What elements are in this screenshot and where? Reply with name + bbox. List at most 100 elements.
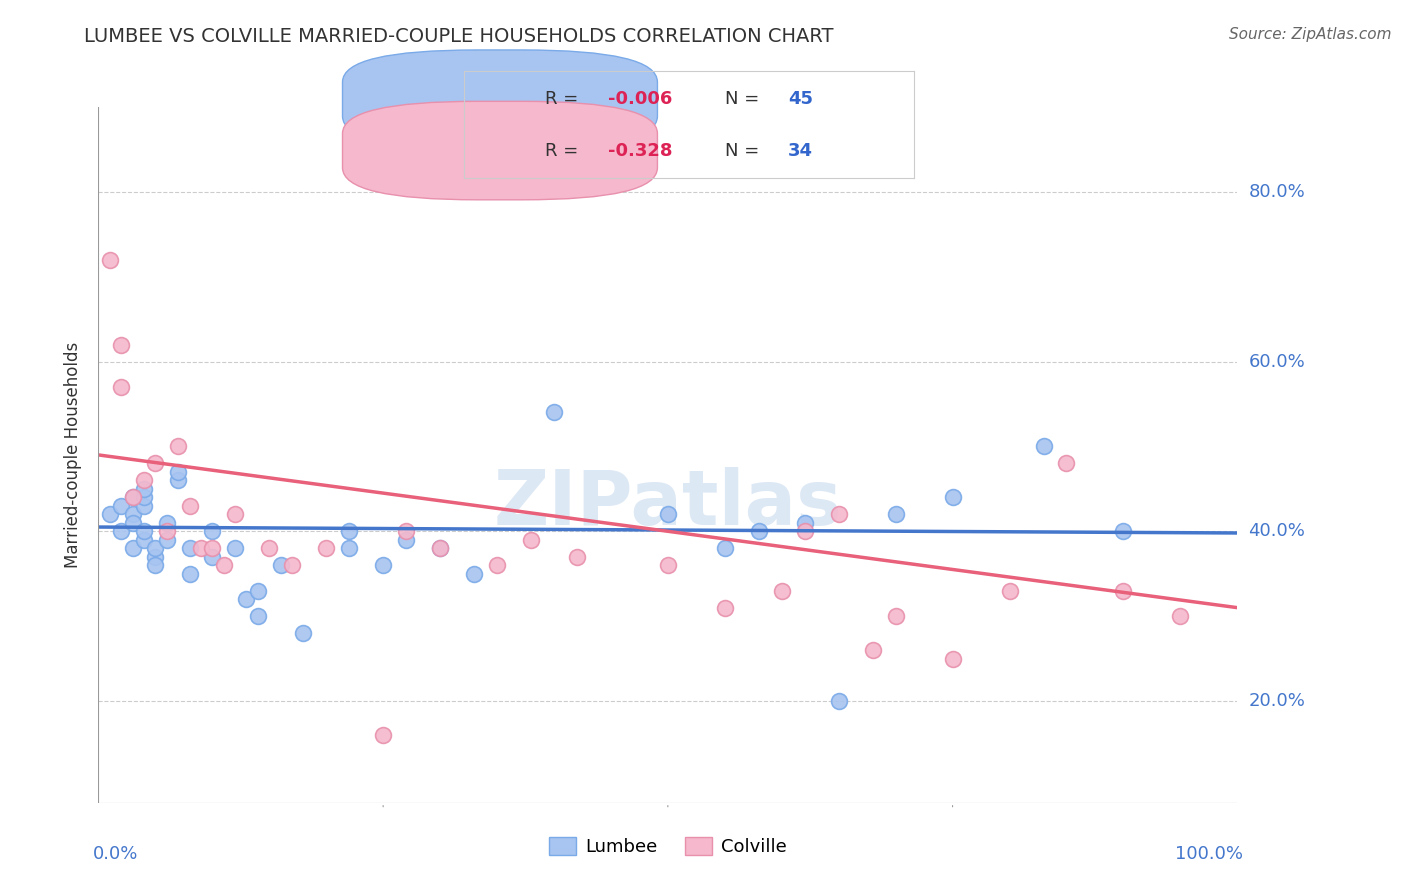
Point: [121, 508, 143, 522]
Point: [429, 541, 451, 556]
Text: 20.0%: 20.0%: [1249, 692, 1305, 710]
FancyBboxPatch shape: [343, 50, 658, 148]
Y-axis label: Married-couple Households: Married-couple Households: [65, 342, 83, 568]
Point: [259, 541, 281, 556]
Point: [1032, 439, 1054, 453]
Point: [337, 524, 360, 539]
Point: [132, 499, 155, 513]
Point: [246, 609, 269, 624]
Point: [121, 491, 143, 505]
Point: [486, 558, 509, 573]
Point: [463, 566, 485, 581]
Legend: Lumbee, Colville: Lumbee, Colville: [541, 830, 794, 863]
Point: [337, 541, 360, 556]
Text: -0.328: -0.328: [607, 142, 672, 160]
Point: [315, 541, 337, 556]
Point: [1112, 524, 1135, 539]
Text: N =: N =: [725, 142, 765, 160]
Point: [121, 491, 143, 505]
FancyBboxPatch shape: [343, 102, 658, 200]
Text: ZIPatlas: ZIPatlas: [494, 467, 842, 541]
Point: [429, 541, 451, 556]
Point: [145, 558, 167, 573]
Point: [828, 694, 851, 708]
Point: [998, 583, 1021, 598]
Text: LUMBEE VS COLVILLE MARRIED-COUPLE HOUSEHOLDS CORRELATION CHART: LUMBEE VS COLVILLE MARRIED-COUPLE HOUSEH…: [84, 27, 834, 45]
Point: [395, 533, 418, 547]
Text: Source: ZipAtlas.com: Source: ZipAtlas.com: [1229, 27, 1392, 42]
Text: 34: 34: [787, 142, 813, 160]
Point: [657, 508, 679, 522]
Point: [281, 558, 304, 573]
Point: [520, 533, 543, 547]
Point: [156, 533, 179, 547]
Point: [942, 491, 965, 505]
Point: [884, 609, 907, 624]
Point: [156, 516, 179, 530]
Point: [110, 524, 132, 539]
Point: [201, 541, 224, 556]
Point: [565, 549, 588, 564]
Point: [201, 524, 224, 539]
Point: [132, 491, 155, 505]
Point: [714, 600, 737, 615]
Text: 60.0%: 60.0%: [1249, 352, 1305, 370]
Point: [132, 533, 155, 547]
Text: -0.006: -0.006: [607, 90, 672, 108]
Point: [270, 558, 292, 573]
Point: [145, 457, 167, 471]
Text: R =: R =: [546, 90, 583, 108]
Point: [235, 592, 257, 607]
Point: [167, 439, 190, 453]
Point: [132, 524, 155, 539]
Point: [110, 337, 132, 351]
Point: [793, 516, 815, 530]
Point: [145, 541, 167, 556]
Point: [98, 508, 121, 522]
Point: [884, 508, 907, 522]
Point: [942, 651, 965, 665]
Text: N =: N =: [725, 90, 765, 108]
Point: [110, 499, 132, 513]
Point: [110, 380, 132, 394]
Point: [1112, 583, 1135, 598]
Text: 100.0%: 100.0%: [1175, 845, 1243, 863]
Text: R =: R =: [546, 142, 583, 160]
Point: [201, 549, 224, 564]
Point: [862, 643, 884, 657]
Point: [121, 516, 143, 530]
Point: [156, 524, 179, 539]
Point: [1054, 457, 1078, 471]
Point: [371, 558, 394, 573]
Point: [190, 541, 212, 556]
Point: [770, 583, 793, 598]
Point: [657, 558, 679, 573]
Point: [748, 524, 770, 539]
Point: [179, 499, 201, 513]
Point: [224, 508, 246, 522]
Text: 40.0%: 40.0%: [1249, 523, 1305, 541]
Point: [1170, 609, 1192, 624]
Point: [714, 541, 737, 556]
Point: [371, 728, 394, 742]
Point: [246, 583, 269, 598]
Point: [828, 508, 851, 522]
Point: [793, 524, 815, 539]
Point: [167, 474, 190, 488]
Point: [179, 541, 201, 556]
Point: [224, 541, 246, 556]
Point: [132, 482, 155, 496]
Point: [167, 465, 190, 479]
Point: [145, 549, 167, 564]
Point: [179, 566, 201, 581]
Text: 80.0%: 80.0%: [1249, 183, 1305, 201]
Point: [121, 541, 143, 556]
Point: [292, 626, 315, 640]
Point: [212, 558, 235, 573]
Text: 45: 45: [787, 90, 813, 108]
Point: [132, 474, 155, 488]
Point: [543, 405, 565, 419]
Point: [395, 524, 418, 539]
Text: 0.0%: 0.0%: [93, 845, 138, 863]
Point: [98, 252, 121, 267]
